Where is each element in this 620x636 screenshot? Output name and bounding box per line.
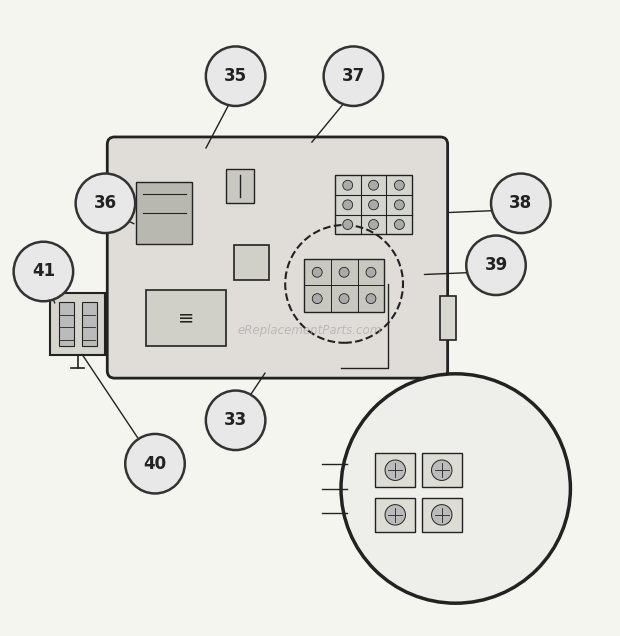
Circle shape [466, 235, 526, 295]
Bar [375, 498, 415, 532]
Circle shape [366, 267, 376, 277]
Circle shape [76, 174, 135, 233]
Circle shape [394, 219, 404, 230]
Circle shape [343, 200, 353, 210]
Circle shape [432, 504, 452, 525]
Circle shape [385, 460, 405, 480]
Circle shape [341, 374, 570, 603]
Bar [304, 259, 384, 312]
Text: 33: 33 [224, 411, 247, 429]
Circle shape [206, 46, 265, 106]
Text: 40: 40 [143, 455, 167, 473]
Text: 38: 38 [509, 195, 533, 212]
Text: 37: 37 [342, 67, 365, 85]
Circle shape [312, 267, 322, 277]
Text: 36: 36 [94, 195, 117, 212]
Circle shape [343, 180, 353, 190]
Text: 39: 39 [484, 256, 508, 274]
Text: eReplacementParts.com: eReplacementParts.com [238, 324, 382, 337]
Circle shape [14, 242, 73, 301]
Bar [59, 303, 74, 346]
Text: 35: 35 [224, 67, 247, 85]
Bar [375, 453, 415, 487]
Circle shape [385, 504, 405, 525]
Circle shape [206, 391, 265, 450]
FancyBboxPatch shape [107, 137, 448, 378]
Circle shape [125, 434, 185, 494]
Bar [50, 293, 105, 355]
Bar [82, 303, 97, 346]
Circle shape [394, 200, 404, 210]
Circle shape [312, 294, 322, 303]
Circle shape [368, 180, 378, 190]
Text: 41: 41 [32, 263, 55, 280]
Circle shape [339, 267, 349, 277]
Bar [136, 182, 192, 244]
Bar [226, 169, 254, 204]
Circle shape [343, 219, 353, 230]
Circle shape [366, 294, 376, 303]
Circle shape [491, 174, 551, 233]
Circle shape [324, 46, 383, 106]
Circle shape [394, 180, 404, 190]
Circle shape [432, 460, 452, 480]
Bar [422, 453, 462, 487]
Text: ≡: ≡ [178, 308, 194, 328]
Circle shape [368, 200, 378, 210]
Circle shape [368, 219, 378, 230]
Circle shape [339, 294, 349, 303]
Bar [335, 176, 412, 234]
Bar [146, 290, 226, 346]
Bar [422, 498, 462, 532]
Bar [440, 296, 456, 340]
